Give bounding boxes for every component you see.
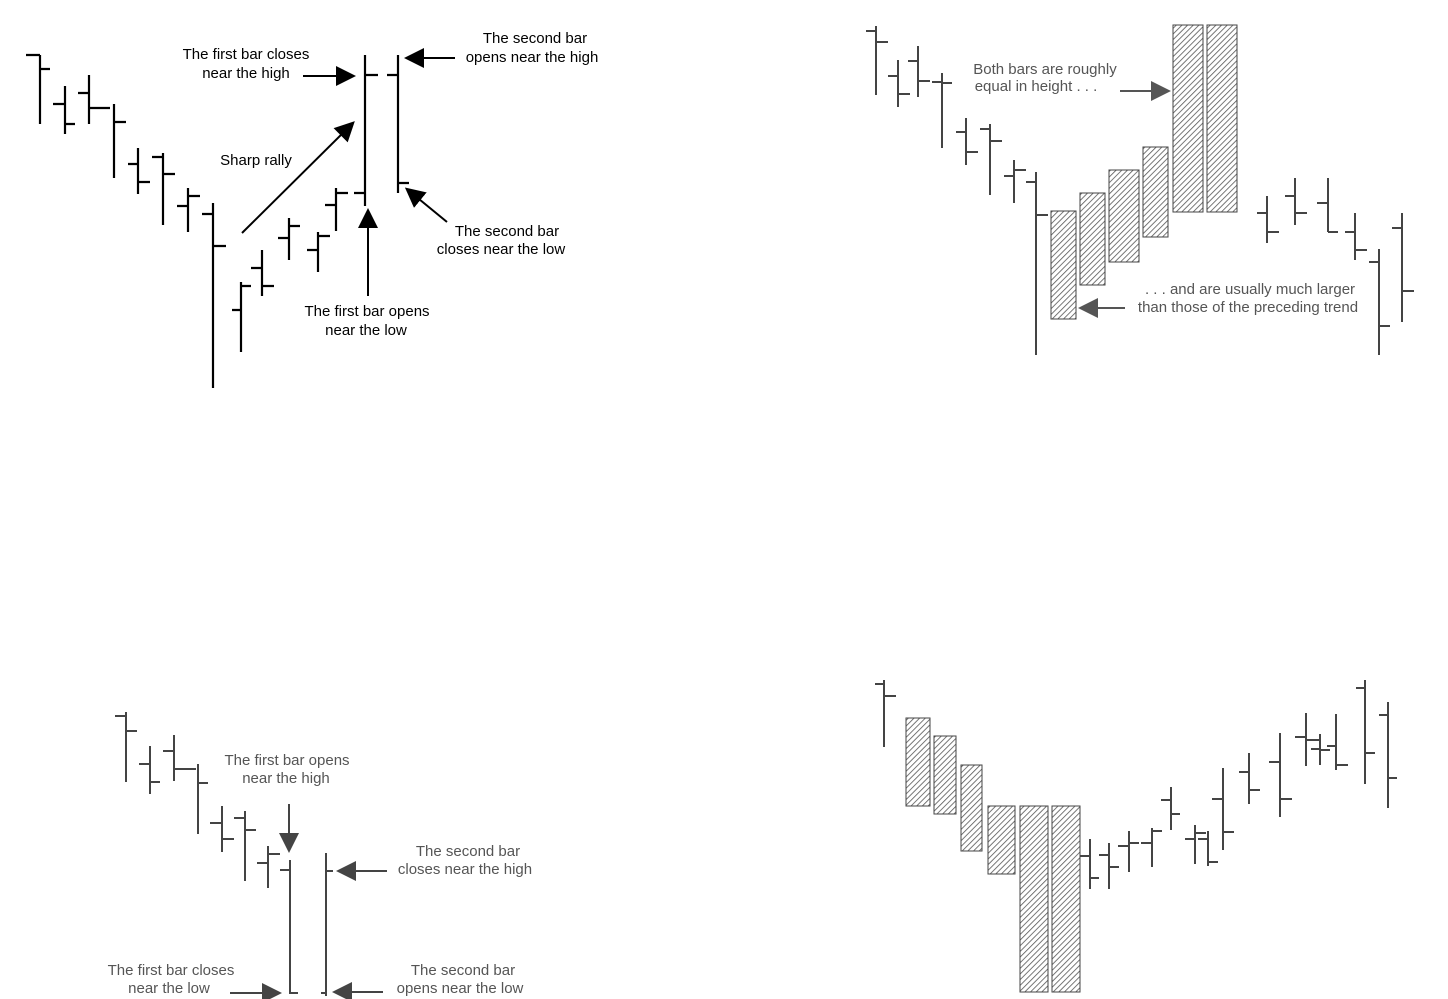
hatched-bars-p4 [905, 717, 1081, 993]
label-second-bar-closes-1: The second bar [455, 223, 559, 240]
label-second-bar-opens-1: The second bar [483, 30, 587, 47]
arrows-p1 [241, 48, 455, 296]
panel-sharp-rally: The first bar closes near the high The s… [0, 0, 720, 420]
label-second-bar-opens-2: opens near the high [466, 49, 599, 66]
label-second-bar-closes-2: closes near the low [437, 241, 566, 258]
panel-sharp-rally-svg: The first bar closes near the high The s… [26, 30, 599, 388]
label-first-bar-opens-high-1: The first bar opens [224, 752, 349, 769]
label-both-bars-1: Both bars are roughly [973, 61, 1117, 78]
price-bars-p1 [26, 53, 409, 388]
label-first-bar-closes-low-1: The first bar closes [108, 962, 235, 979]
price-bars-p4 [875, 680, 1397, 889]
panel-reversal-down-svg: The first bar opens near the high The se… [108, 712, 532, 999]
panel-v-bottom [720, 640, 1448, 999]
panel-reversal-down: The first bar opens near the high The se… [0, 640, 720, 999]
label-second-bar-closes-high-2: closes near the high [398, 861, 532, 878]
label-first-bar-closes-2: near the high [202, 65, 290, 82]
label-first-bar-closes-low-2: near the low [128, 980, 210, 997]
price-bars-p3 [115, 712, 333, 996]
panel-equal-bars-svg: Both bars are roughly equal in height . … [866, 24, 1414, 355]
label-sharp-rally: Sharp rally [220, 152, 292, 169]
hatched-bars-p2 [1050, 24, 1238, 320]
arrows-p3 [230, 804, 387, 999]
label-both-bars-2: equal in height . . . [975, 78, 1098, 95]
label-first-bar-closes-1: The first bar closes [183, 46, 310, 63]
panel-equal-bars: Both bars are roughly equal in height . … [720, 0, 1448, 420]
label-second-bar-opens-low-1: The second bar [411, 962, 515, 979]
label-larger-2: than those of the preceding trend [1138, 299, 1358, 316]
panel-v-bottom-svg [875, 680, 1397, 993]
arrows-p2 [1078, 81, 1171, 318]
label-larger-1: . . . and are usually much larger [1145, 281, 1355, 298]
label-first-bar-opens-2: near the low [325, 322, 407, 339]
label-first-bar-opens-high-2: near the high [242, 770, 330, 787]
label-second-bar-closes-high-1: The second bar [416, 843, 520, 860]
label-second-bar-opens-low-2: opens near the low [397, 980, 524, 997]
price-bars-p2 [866, 26, 1414, 355]
label-first-bar-opens-1: The first bar opens [304, 303, 429, 320]
